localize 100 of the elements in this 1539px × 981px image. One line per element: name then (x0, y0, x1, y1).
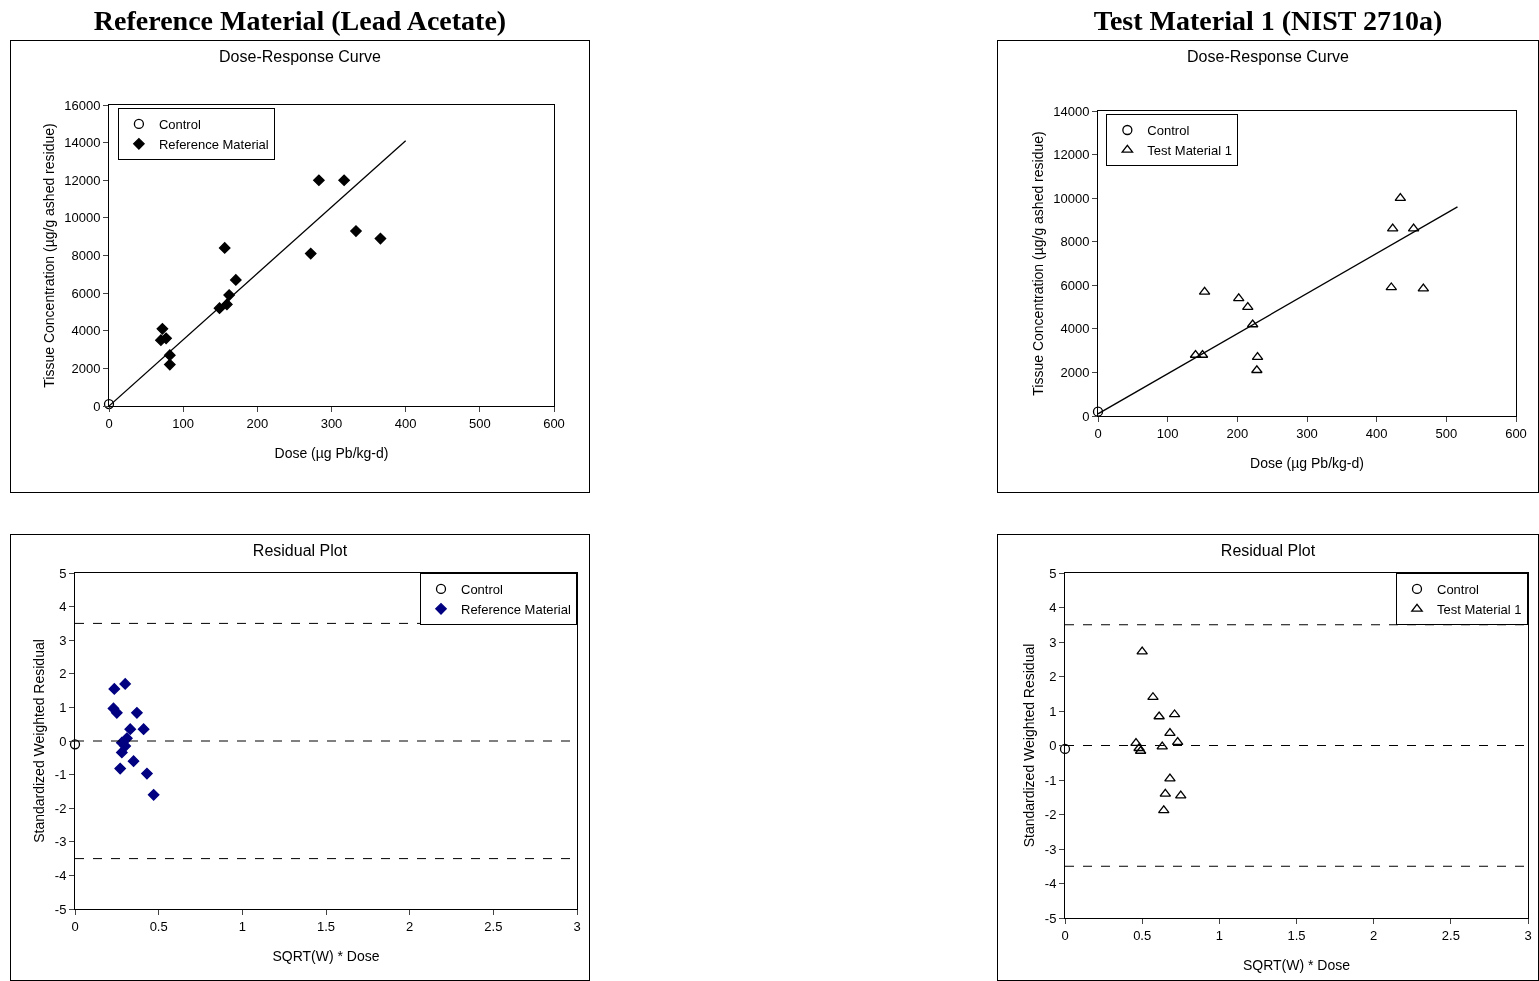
y-tick-label: 4000 (71, 323, 101, 339)
y-tick-label: 8000 (1060, 234, 1090, 250)
y-tick-label: 2000 (1060, 364, 1090, 380)
legend-label: Control (461, 582, 504, 598)
x-axis-title: SQRT(W) * Dose (1242, 957, 1351, 973)
y-tick-label: 14000 (64, 135, 101, 151)
x-axis-title: SQRT(W) * Dose (272, 948, 380, 964)
x-tick-label: 600 (1505, 425, 1527, 441)
y-tick-label: -1 (54, 767, 67, 783)
chart-subtitle: Dose-Response Curve (1187, 48, 1350, 66)
point (229, 274, 242, 286)
y-axis-title: Tissue Concentration (µg/g ashed residue) (40, 123, 57, 388)
y-tick-label: 2 (59, 666, 67, 682)
point (304, 247, 317, 260)
legend-label: Control (1147, 123, 1190, 139)
point (69, 739, 81, 750)
point (1394, 192, 1407, 202)
chart-title: Reference Material (Lead Acetate) (92, 4, 508, 38)
y-tick-label: 0 (59, 733, 67, 749)
y-tick-label: -5 (54, 901, 67, 917)
y-tick-label: 12000 (1053, 147, 1090, 163)
y-tick-label: 2000 (71, 360, 101, 376)
chart-title: Residual Plot (1220, 542, 1316, 560)
y-axis-title: Standardized Weighted Residual (31, 639, 48, 843)
y-tick-label: -4 (1044, 876, 1057, 892)
point (108, 683, 121, 695)
x-tick-label: 3 (1524, 927, 1532, 943)
point (1153, 711, 1165, 720)
x-tick-label: 200 (246, 415, 269, 431)
y-tick-label: 4 (59, 599, 67, 615)
x-tick-label: 300 (1296, 425, 1318, 441)
y-tick-label: -1 (1044, 772, 1057, 788)
y-tick-label: -2 (1044, 807, 1057, 823)
legend-label: Control (158, 117, 201, 133)
y-tick-label: -3 (1044, 841, 1057, 857)
y-tick-label: 12000 (64, 172, 101, 188)
x-tick-label: 100 (1156, 425, 1179, 441)
x-tick-label: 400 (394, 415, 417, 431)
x-tick-label: 400 (1365, 425, 1388, 441)
chart-title: Test Material 1 (NIST 2710a) (1092, 4, 1444, 38)
legend-label: Test Material 1 (1437, 601, 1522, 617)
x-tick-label: 0 (105, 415, 113, 431)
point (1164, 727, 1176, 736)
y-tick-label: -4 (54, 867, 67, 883)
y-tick-label: 16000 (64, 97, 101, 113)
point (1059, 743, 1071, 755)
y-tick-label: 10000 (64, 210, 101, 226)
y-tick-label: 0 (93, 398, 101, 414)
x-tick-label: 2.5 (1441, 927, 1460, 943)
legend-label: Test Material 1 (1147, 142, 1232, 158)
point (313, 174, 325, 187)
x-tick-label: 500 (1435, 425, 1458, 441)
x-tick-label: 600 (543, 415, 565, 431)
point (124, 723, 137, 736)
point (156, 323, 169, 335)
x-axis-title: Dose (µg Pb/kg-d) (1250, 455, 1364, 471)
point (141, 767, 153, 780)
y-tick-label: 3 (1049, 634, 1057, 650)
y-tick-label: 14000 (1053, 103, 1090, 119)
x-tick-label: 0.5 (149, 918, 168, 934)
x-tick-label: 2 (1370, 927, 1378, 943)
x-tick-label: 0.5 (1133, 927, 1152, 943)
y-tick-label: 1 (1049, 703, 1057, 719)
x-tick-label: 1 (238, 918, 246, 934)
y-tick-label: -2 (54, 800, 67, 816)
x-tick-label: 2.5 (484, 918, 503, 934)
x-tick-label: 0 (1094, 425, 1102, 441)
x-axis-title: Dose (µg Pb/kg-d) (274, 445, 389, 461)
x-tick-label: 1.5 (1287, 927, 1306, 943)
point (114, 762, 127, 775)
point (127, 755, 140, 768)
chart-subtitle: Dose-Response Curve (219, 48, 382, 66)
y-tick-label: 4 (1049, 600, 1057, 616)
point (119, 678, 132, 690)
chart-title: Residual Plot (252, 542, 348, 560)
x-tick-label: 1 (1215, 927, 1223, 943)
point (147, 788, 160, 801)
y-tick-label: -3 (54, 834, 67, 850)
legend-label: Reference Material (461, 601, 571, 617)
point (116, 746, 128, 759)
y-tick-label: 3 (59, 632, 67, 648)
x-tick-label: 3 (573, 918, 581, 934)
point (103, 398, 115, 410)
x-tick-label: 300 (320, 415, 343, 431)
point (137, 723, 150, 736)
point (131, 706, 143, 719)
x-tick-label: 200 (1226, 425, 1249, 441)
y-tick-label: -5 (1044, 910, 1057, 926)
point (163, 358, 176, 371)
x-tick-label: 1.5 (316, 918, 336, 934)
y-tick-label: 6000 (71, 285, 101, 301)
x-tick-label: 500 (468, 415, 491, 431)
y-tick-label: 0 (1049, 738, 1057, 754)
y-tick-label: 8000 (71, 248, 101, 264)
y-tick-label: 5 (59, 565, 67, 581)
point (1164, 773, 1176, 782)
point (1130, 737, 1142, 746)
y-axis-title: Tissue Concentration (µg/g ashed residue) (1029, 131, 1046, 396)
y-tick-label: 10000 (1053, 190, 1090, 206)
x-tick-label: 2 (406, 918, 414, 934)
